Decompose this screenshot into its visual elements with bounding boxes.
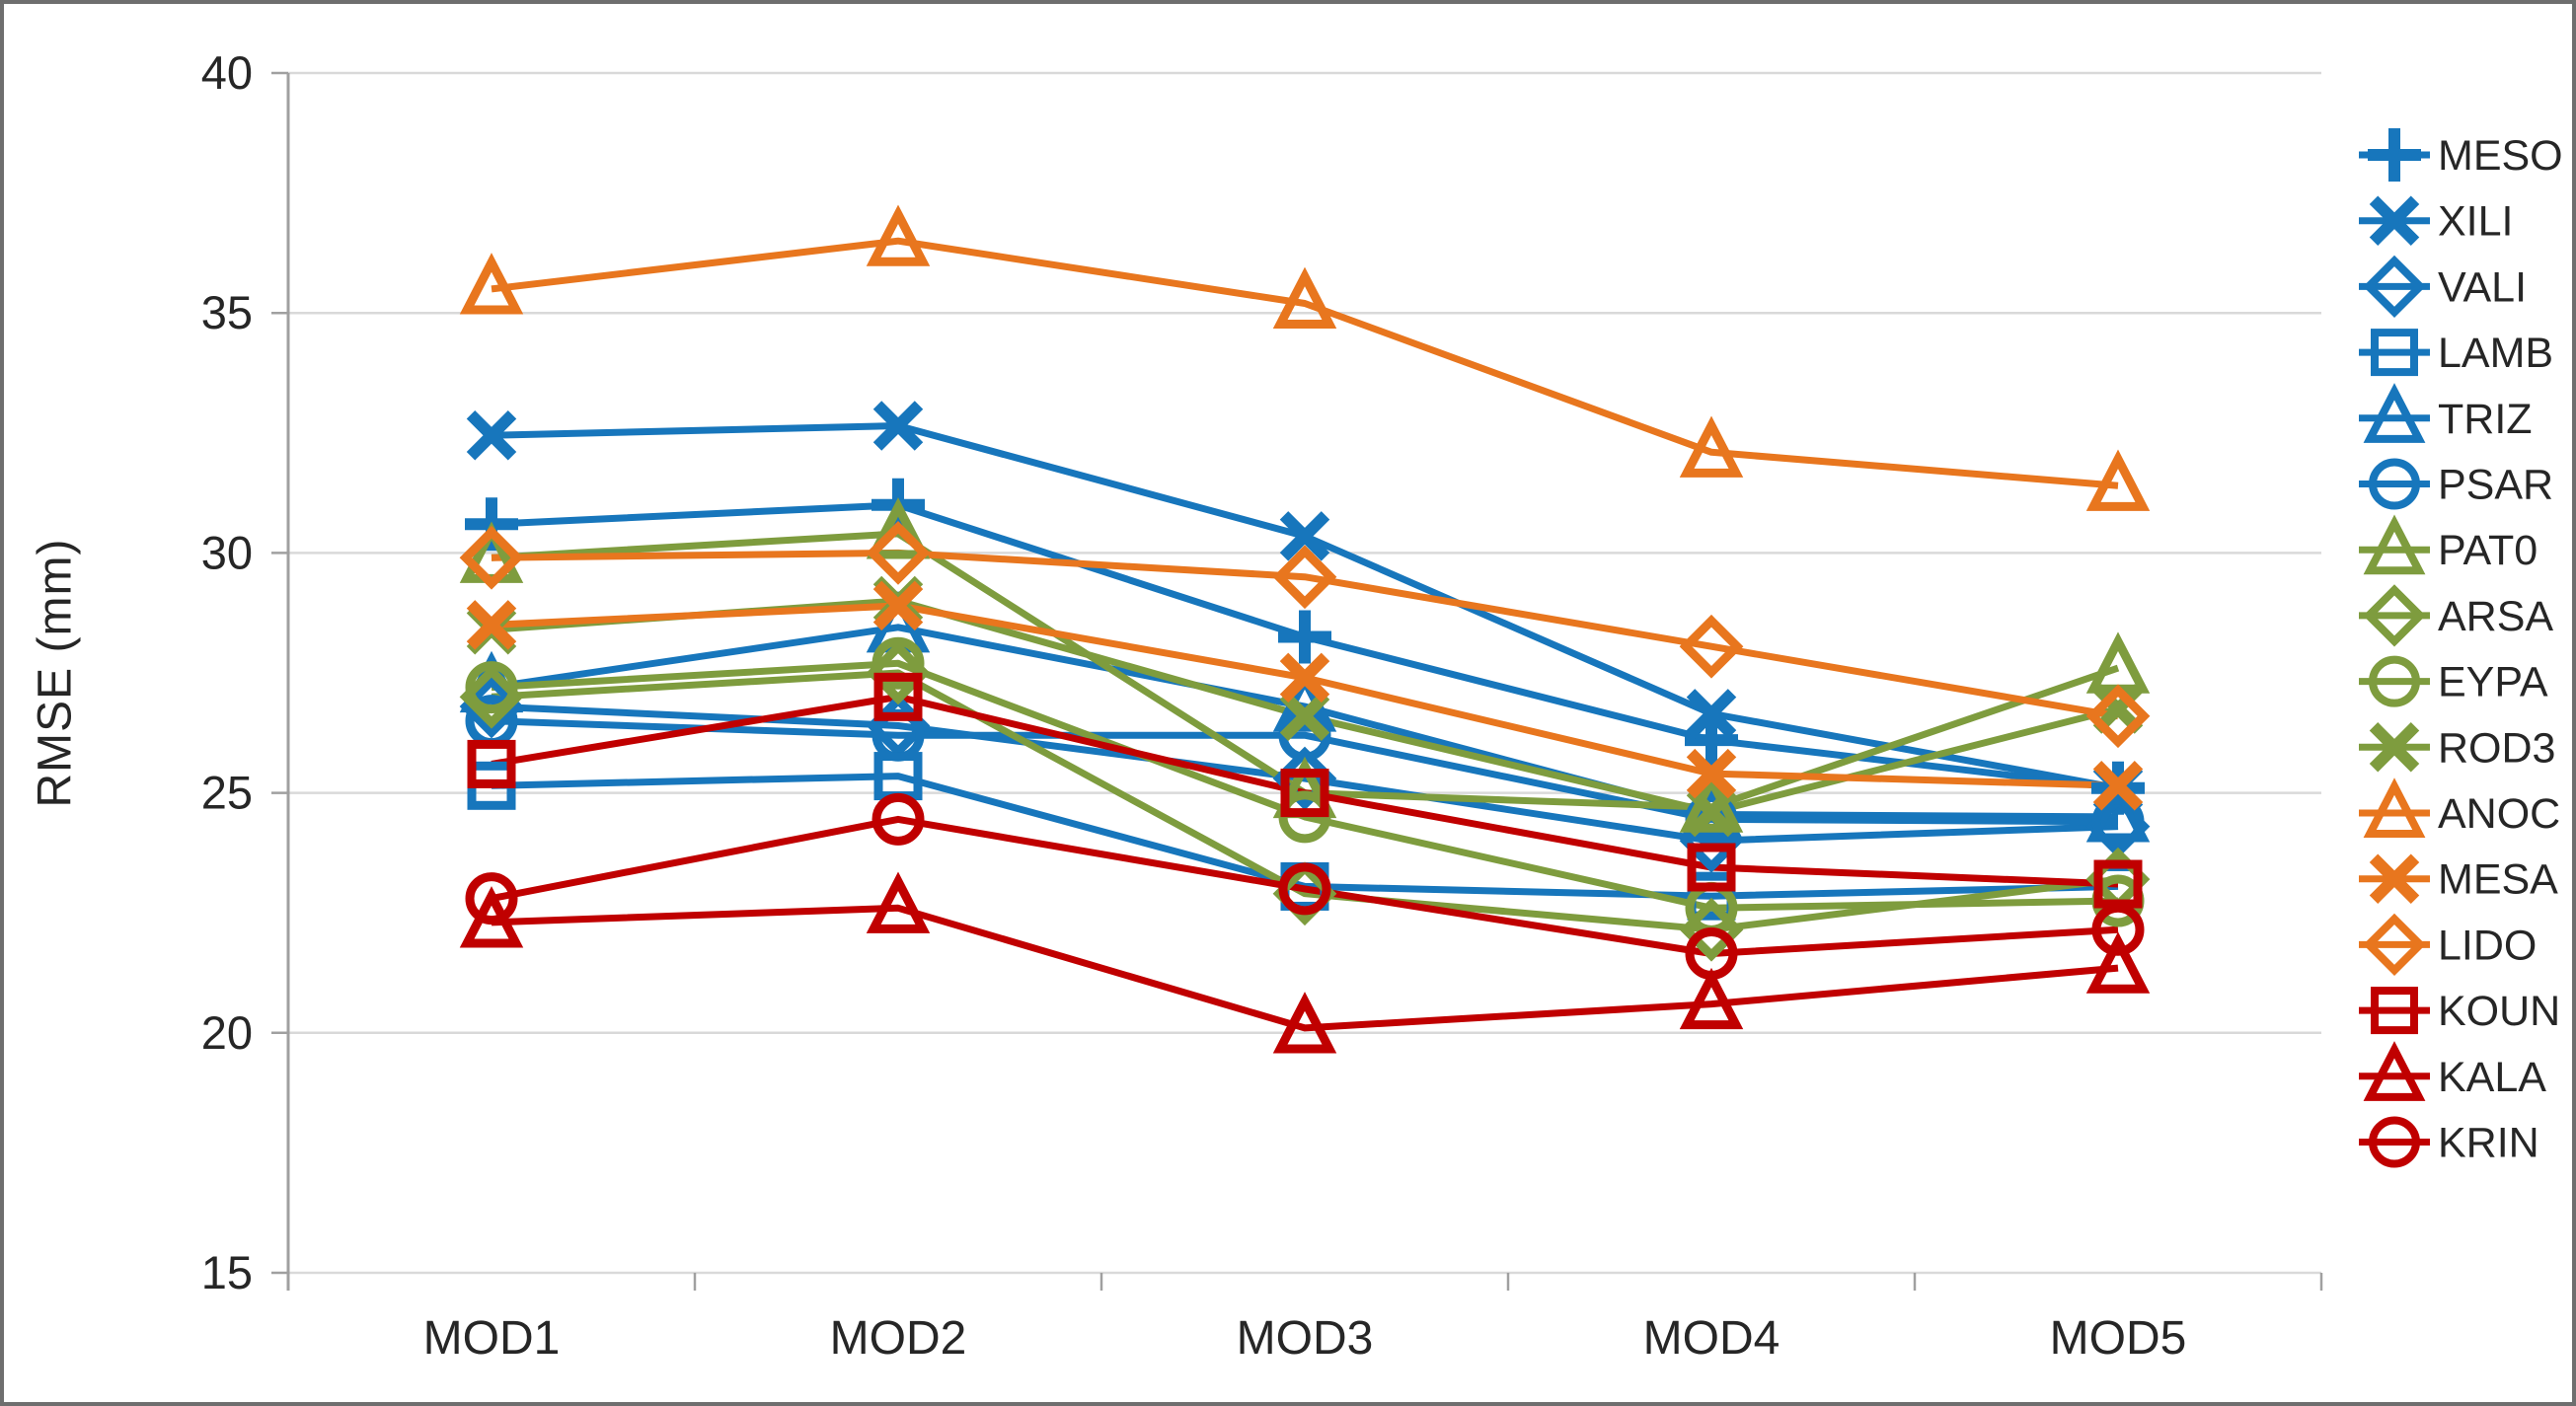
legend-label-ROD3: ROD3 bbox=[2438, 724, 2555, 772]
legend-label-XILI: XILI bbox=[2438, 198, 2514, 246]
legend-item-VALI: VALI bbox=[2359, 255, 2527, 319]
x-tick-label-MOD3: MOD3 bbox=[1237, 1312, 1374, 1365]
series-line-LIDO bbox=[491, 549, 2119, 720]
x-tick-label-MOD4: MOD4 bbox=[1643, 1312, 1780, 1365]
y-tick-label-30: 30 bbox=[201, 526, 253, 578]
legend-label-TRIZ: TRIZ bbox=[2438, 396, 2533, 443]
y-tick-label-40: 40 bbox=[201, 46, 253, 99]
legend-label-EYPA: EYPA bbox=[2438, 659, 2548, 706]
series-line-TRIZ bbox=[491, 624, 2119, 821]
legend-label-MESO: MESO bbox=[2438, 132, 2563, 180]
legend-label-VALI: VALI bbox=[2438, 263, 2527, 311]
series-line-KRIN bbox=[491, 815, 2119, 957]
series-line-PSAR bbox=[491, 717, 2119, 826]
legend-item-KRIN: KRIN bbox=[2359, 1116, 2539, 1168]
legend-label-PSAR: PSAR bbox=[2438, 462, 2553, 509]
legend-item-ANOC: ANOC bbox=[2359, 777, 2560, 839]
legend-item-KOUN: KOUN bbox=[2359, 987, 2560, 1035]
legend-item-XILI: XILI bbox=[2359, 195, 2514, 246]
legend-label-ARSA: ARSA bbox=[2438, 593, 2553, 640]
legend-label-KOUN: KOUN bbox=[2438, 988, 2560, 1035]
y-tick-label-35: 35 bbox=[201, 286, 253, 338]
series-markers-ANOC bbox=[459, 204, 2151, 511]
legend-item-ROD3: ROD3 bbox=[2359, 722, 2555, 773]
legend-label-ANOC: ANOC bbox=[2438, 790, 2560, 838]
y-tick-label-25: 25 bbox=[201, 767, 253, 819]
y-axis-title: RMSE (mm) bbox=[29, 538, 82, 808]
series-markers-LIDO bbox=[459, 521, 2151, 749]
legend-item-MESA: MESA bbox=[2359, 853, 2558, 904]
x-tick-label-MOD2: MOD2 bbox=[830, 1312, 967, 1365]
x-tick-label-MOD5: MOD5 bbox=[2050, 1312, 2187, 1365]
legend-item-MESO: MESO bbox=[2359, 128, 2563, 182]
legend-label-LAMB: LAMB bbox=[2438, 330, 2553, 377]
legend-item-PSAR: PSAR bbox=[2359, 458, 2553, 510]
legend-item-LAMB: LAMB bbox=[2359, 329, 2553, 377]
series-markers-MESA bbox=[466, 580, 2144, 811]
legend-item-PAT0: PAT0 bbox=[2359, 514, 2538, 575]
x-tick-label-MOD1: MOD1 bbox=[423, 1312, 561, 1365]
series-line-ANOC bbox=[491, 237, 2119, 489]
legend-label-LIDO: LIDO bbox=[2438, 922, 2537, 969]
legend-label-MESA: MESA bbox=[2438, 856, 2558, 904]
legend-item-EYPA: EYPA bbox=[2359, 655, 2548, 707]
legend-label-KALA: KALA bbox=[2438, 1054, 2546, 1101]
series-line-KALA bbox=[491, 904, 2119, 1032]
legend-label-PAT0: PAT0 bbox=[2438, 527, 2538, 574]
legend-item-KALA: KALA bbox=[2359, 1041, 2546, 1101]
legend-item-LIDO: LIDO bbox=[2359, 913, 2537, 977]
series-markers-KRIN bbox=[465, 792, 2145, 981]
series-line-ARSA bbox=[491, 669, 2119, 933]
y-tick-label-15: 15 bbox=[201, 1246, 253, 1298]
legend-item-ARSA: ARSA bbox=[2359, 584, 2553, 647]
y-tick-label-20: 20 bbox=[201, 1006, 253, 1059]
legend-label-KRIN: KRIN bbox=[2438, 1120, 2539, 1167]
rmse-line-chart: 40 35 30 25 20 15 MOD1 MOD2 MOD3 MOD4 MOD5 MESO XILI… bbox=[201, 46, 2563, 1365]
legend-item-TRIZ: TRIZ bbox=[2359, 383, 2533, 443]
